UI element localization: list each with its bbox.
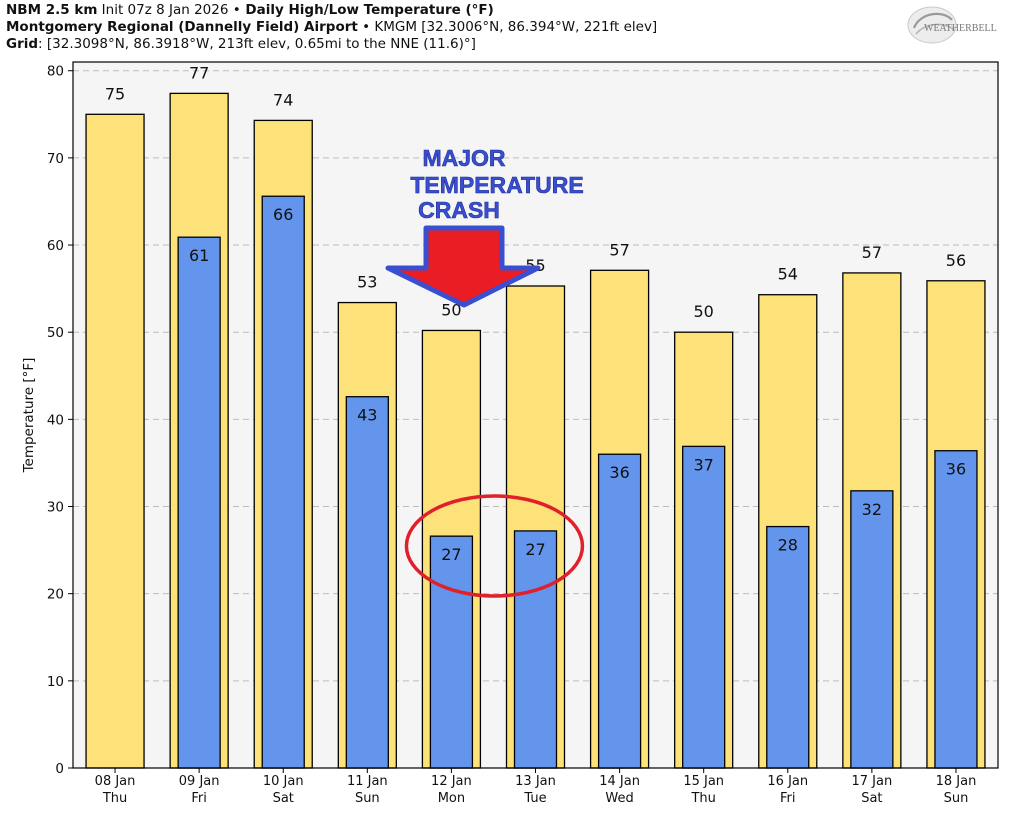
low-temp-bar [261, 195, 305, 769]
high-temp-label: 75 [105, 84, 125, 103]
high-temp-label: 54 [778, 265, 798, 284]
header-line-1: NBM 2.5 km Init 07z 8 Jan 2026 • Daily H… [6, 2, 494, 18]
plot-border [72, 61, 999, 769]
x-tick-day: Mon [438, 791, 465, 806]
y-tick-label: 70 [47, 151, 64, 167]
x-tick-day: Sat [861, 791, 882, 806]
high-temp-label: 74 [273, 90, 293, 109]
weatherbell-logo: WEATHERBELL [907, 6, 997, 44]
high-temp-label: 57 [609, 240, 629, 259]
low-temp-label: 36 [609, 463, 629, 482]
high-temp-bar [85, 113, 145, 769]
high-temp-label: 50 [441, 300, 461, 319]
y-tick-label: 30 [47, 500, 64, 516]
low-temp-label: 36 [946, 460, 966, 479]
x-tick-day: Wed [605, 791, 633, 806]
logo-wordmark: WEATHERBELL [924, 23, 997, 34]
crash-arrow-icon [385, 225, 541, 308]
x-tick-day: Fri [780, 791, 796, 806]
x-tick-day: Fri [191, 791, 207, 806]
low-temp-label: 27 [525, 540, 545, 559]
x-tick-date: 15 Jan [683, 774, 724, 789]
low-temp-bar [177, 236, 221, 769]
highlight-ellipse [404, 494, 585, 598]
low-temp-label: 37 [694, 455, 714, 474]
x-tick-day: Sun [944, 791, 969, 806]
x-tick-date: 13 Jan [515, 774, 556, 789]
x-tick-date: 18 Jan [936, 774, 977, 789]
low-temp-label: 66 [273, 205, 293, 224]
y-tick-label: 20 [47, 587, 64, 603]
low-temp-bar [597, 453, 642, 769]
annotation-text: CRASH [418, 197, 500, 223]
low-temp-label: 27 [441, 545, 461, 564]
header-line-3: Grid: [32.3098°N, 86.3918°W, 213ft elev,… [6, 36, 476, 52]
high-temp-label: 50 [694, 302, 714, 321]
low-temp-label: 28 [778, 536, 798, 555]
low-temp-bar [934, 450, 978, 769]
y-tick-label: 80 [47, 64, 64, 80]
header-line-2: Montgomery Regional (Dannelly Field) Air… [6, 19, 658, 35]
high-temp-label: 57 [862, 243, 882, 262]
low-temp-bar [766, 525, 810, 769]
low-temp-bar [513, 530, 558, 769]
y-tick-label: 10 [47, 674, 64, 690]
x-tick-day: Sat [273, 791, 294, 806]
low-temp-bar [850, 490, 894, 769]
low-temp-label: 43 [357, 406, 377, 425]
x-tick-date: 08 Jan [95, 774, 136, 789]
chart-header: NBM 2.5 km Init 07z 8 Jan 2026 • Daily H… [6, 2, 657, 53]
x-tick-date: 10 Jan [263, 774, 304, 789]
high-temp-label: 56 [946, 251, 966, 270]
low-temp-bar [682, 445, 726, 769]
x-tick-day: Tue [523, 791, 546, 806]
annotation-text: TEMPERATURE [410, 172, 583, 198]
x-tick-date: 11 Jan [347, 774, 388, 789]
x-tick-date: 17 Jan [852, 774, 893, 789]
weatherbell-swirl-logo-icon [907, 6, 957, 44]
x-tick-day: Thu [690, 791, 715, 806]
x-tick-date: 09 Jan [179, 774, 220, 789]
x-tick-date: 12 Jan [431, 774, 472, 789]
x-tick-date: 16 Jan [767, 774, 808, 789]
x-tick-day: Thu [102, 791, 127, 806]
x-tick-day: Sun [355, 791, 380, 806]
y-axis-label: Temperature [°F] [21, 358, 37, 474]
low-temp-bar [345, 396, 389, 769]
y-tick-label: 40 [47, 412, 64, 428]
low-temp-label: 61 [189, 246, 209, 265]
low-temp-label: 32 [862, 500, 882, 519]
y-tick-label: 60 [47, 238, 64, 254]
annotation-text: MAJOR [422, 145, 505, 171]
high-temp-label: 53 [357, 273, 377, 292]
low-temp-bar [429, 535, 474, 769]
y-tick-label: 0 [55, 761, 64, 777]
y-tick-label: 50 [47, 325, 64, 341]
x-tick-date: 14 Jan [599, 774, 640, 789]
high-temp-label: 77 [189, 63, 209, 82]
